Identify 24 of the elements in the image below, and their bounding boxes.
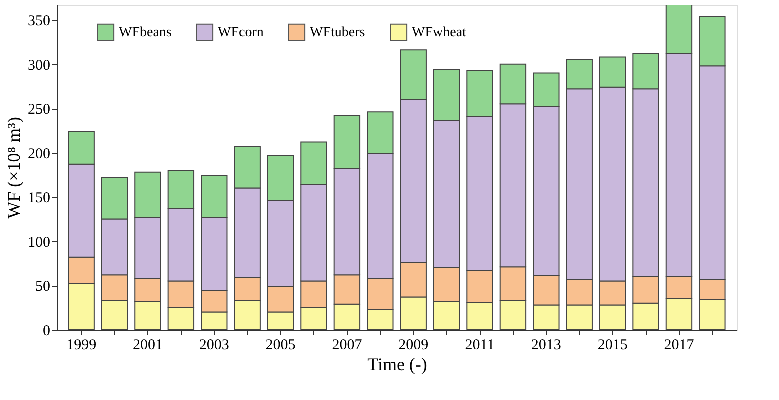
legend-label: WFcorn xyxy=(218,25,264,40)
legend-label: WFwheat xyxy=(412,25,467,40)
x-tick-label: 2013 xyxy=(531,338,562,354)
y-tick-label: 150 xyxy=(28,190,50,207)
x-tick-label: 2017 xyxy=(664,338,695,354)
y-tick-label: 50 xyxy=(36,279,50,296)
y-tick-label: 0 xyxy=(43,324,50,340)
y-tick-label: 300 xyxy=(28,58,50,74)
x-tick-label: 2007 xyxy=(332,338,363,354)
y-tick-label: 200 xyxy=(28,146,50,162)
x-tick-label: 2003 xyxy=(199,338,230,354)
x-tick-label: 1999 xyxy=(66,338,97,354)
legend-label: WFtubers xyxy=(310,25,366,40)
x-tick-label: 2001 xyxy=(132,338,163,354)
y-tick-label: 100 xyxy=(28,234,50,251)
x-tick-label: 2009 xyxy=(398,338,429,354)
legend-label: WFbeans xyxy=(119,25,172,40)
x-tick-label: 2015 xyxy=(598,338,628,354)
y-tick-label: 250 xyxy=(28,102,50,118)
y-axis-title: WF (×10⁸ m³) xyxy=(4,117,24,219)
y-tick-label: 350 xyxy=(28,14,50,30)
x-axis-title: Time (-) xyxy=(368,354,428,374)
x-tick-label: 2005 xyxy=(266,338,296,354)
x-tick-label: 2011 xyxy=(465,338,495,354)
